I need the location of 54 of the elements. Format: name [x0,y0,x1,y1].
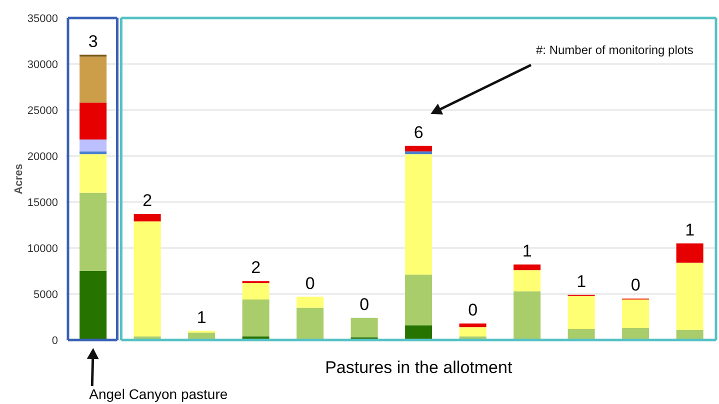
annotation: 0 [360,294,370,314]
bar [568,296,595,329]
annotation: 1 [685,220,695,240]
text: Angel Canyon pasture [89,386,228,402]
bar [80,139,107,152]
y-tick-label: 30000 [27,58,58,71]
bar [405,151,432,154]
y-tick-label: 25000 [27,104,58,117]
bar [242,282,270,300]
y-tick-label: 20000 [27,150,58,163]
annotation: 1 [522,242,532,261]
bar [676,243,704,263]
bar [405,154,432,275]
bar [80,271,107,340]
annotation: 0 [630,276,640,295]
bar [134,214,161,222]
annotation: 3 [88,32,98,51]
annotation: 1 [576,272,586,291]
bar [514,270,541,292]
y-axis-title: Acres [13,164,25,194]
y-tick-label: 10000 [27,242,58,255]
bar [80,102,107,140]
annotation: 0 [468,300,478,320]
y-tick-label: 0 [52,334,58,347]
annotation: 2 [142,190,152,210]
bar [80,154,107,193]
bar [80,192,107,271]
bar [622,328,650,340]
bar [514,291,541,340]
x-axis-title: Pastures in the allotment [325,358,512,377]
annotation: 0 [305,274,315,293]
y-tick-label: 35000 [27,12,58,25]
annotation: 6 [414,122,424,142]
annotation: #: Number of monitoring plots [536,43,694,57]
bar [459,323,486,328]
bar [622,300,650,328]
y-tick-label: 5000 [34,288,58,301]
annotation: 2 [251,258,261,278]
annotation: 1 [196,308,206,327]
bar [514,264,541,270]
bar [405,146,432,152]
bar [80,56,107,103]
y-tick-label: 15000 [27,196,58,209]
bar [459,327,486,336]
bar [80,151,107,154]
bar [134,221,161,336]
bar [242,300,270,336]
bar [296,296,324,308]
bar [350,318,378,338]
bar [405,274,432,326]
bar [676,262,704,330]
bar [296,308,324,340]
bar [568,328,595,340]
bar [405,325,432,340]
